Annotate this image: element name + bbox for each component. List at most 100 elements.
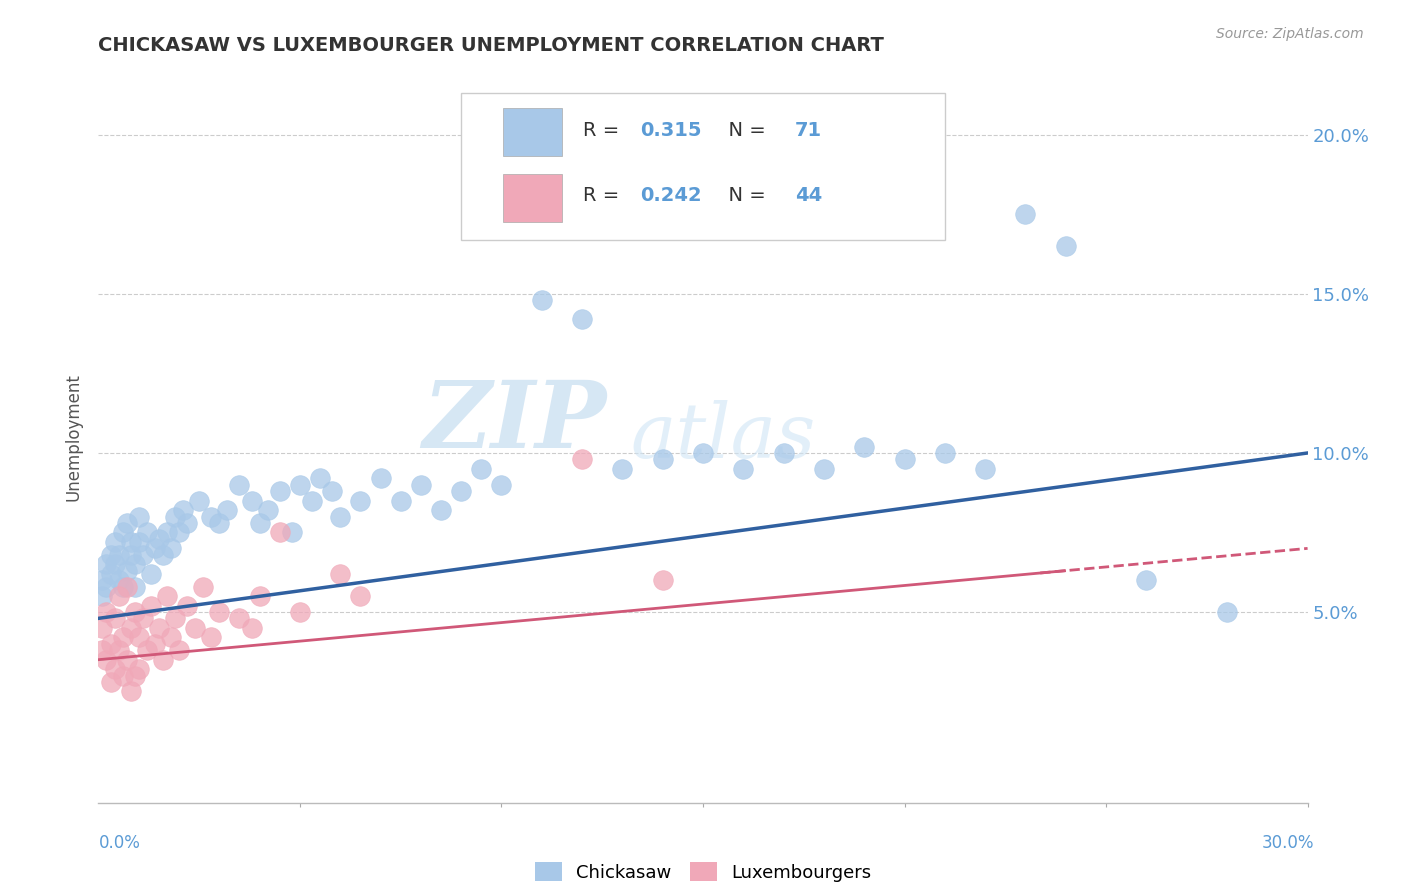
Point (692, 446, 714, 460)
Point (103, 611, 125, 625)
Point (269, 484, 291, 499)
Point (571, 452, 593, 467)
Point (853, 440, 876, 454)
Point (228, 611, 250, 625)
Point (128, 509, 150, 524)
Point (1014, 207, 1036, 221)
Point (91, 643, 114, 657)
Point (389, 493, 412, 508)
Point (128, 631, 150, 645)
Point (772, 446, 794, 460)
FancyBboxPatch shape (503, 108, 561, 156)
Point (100, 566, 122, 581)
Point (176, 599, 198, 613)
Text: R =: R = (583, 120, 626, 140)
Point (135, 525, 157, 540)
Point (120, 548, 142, 562)
Point (120, 684, 142, 698)
Point (128, 535, 150, 549)
Point (208, 516, 231, 530)
Text: 0.315: 0.315 (640, 120, 702, 140)
Point (321, 484, 343, 499)
Text: N =: N = (716, 186, 772, 205)
Text: 71: 71 (794, 120, 823, 140)
Point (240, 493, 263, 508)
Point (934, 446, 956, 460)
Point (128, 662, 150, 676)
Point (288, 605, 311, 619)
Point (813, 462, 835, 476)
Point (329, 566, 352, 581)
Text: atlas: atlas (630, 401, 815, 474)
Point (309, 471, 332, 485)
Point (349, 493, 371, 508)
Text: 0.242: 0.242 (640, 186, 702, 205)
Point (143, 637, 166, 651)
Point (100, 675, 122, 690)
Point (163, 611, 186, 625)
Text: 0.0%: 0.0% (98, 834, 141, 852)
Point (96, 605, 118, 619)
Point (124, 580, 146, 594)
Point (124, 668, 146, 682)
Point (160, 541, 183, 556)
Point (281, 525, 304, 540)
Point (132, 548, 155, 562)
Point (96, 558, 118, 572)
Text: R =: R = (583, 186, 626, 205)
Point (120, 621, 142, 635)
Point (430, 503, 453, 517)
Point (148, 532, 170, 546)
FancyBboxPatch shape (461, 94, 945, 240)
Point (111, 631, 134, 645)
Point (111, 580, 134, 594)
Point (184, 621, 207, 635)
Text: ZIP: ZIP (422, 377, 606, 467)
Text: N =: N = (716, 120, 772, 140)
Point (349, 589, 371, 603)
Text: 30.0%: 30.0% (1263, 834, 1315, 852)
Legend: Chickasaw, Luxembourgers: Chickasaw, Luxembourgers (527, 855, 879, 888)
Point (96, 580, 118, 594)
Point (571, 312, 593, 326)
Point (124, 605, 146, 619)
Point (409, 477, 432, 491)
Point (91, 573, 114, 587)
Point (103, 535, 125, 549)
Point (893, 452, 915, 467)
Point (107, 548, 129, 562)
Point (176, 516, 198, 530)
Point (249, 589, 271, 603)
Point (256, 503, 278, 517)
Point (470, 462, 492, 476)
Point (115, 653, 138, 667)
Point (100, 548, 122, 562)
Point (107, 643, 129, 657)
Point (329, 509, 352, 524)
Point (100, 637, 122, 651)
Point (228, 477, 250, 491)
Text: CHICKASAW VS LUXEMBOURGER UNEMPLOYMENT CORRELATION CHART: CHICKASAW VS LUXEMBOURGER UNEMPLOYMENT C… (98, 36, 884, 54)
Point (103, 662, 125, 676)
Point (143, 541, 166, 556)
Point (208, 605, 231, 619)
Text: 44: 44 (794, 186, 823, 205)
Point (370, 471, 392, 485)
Point (269, 525, 291, 540)
Point (1054, 239, 1077, 253)
Point (1135, 573, 1157, 587)
Point (156, 589, 179, 603)
Point (152, 548, 174, 562)
Point (450, 484, 472, 499)
Point (1216, 605, 1239, 619)
Point (124, 558, 146, 572)
Point (160, 631, 183, 645)
Point (115, 516, 138, 530)
Y-axis label: Unemployment: Unemployment (65, 373, 83, 501)
Point (288, 477, 311, 491)
Point (200, 631, 222, 645)
Point (139, 566, 162, 581)
Point (107, 589, 129, 603)
Point (530, 293, 553, 308)
Point (612, 462, 634, 476)
